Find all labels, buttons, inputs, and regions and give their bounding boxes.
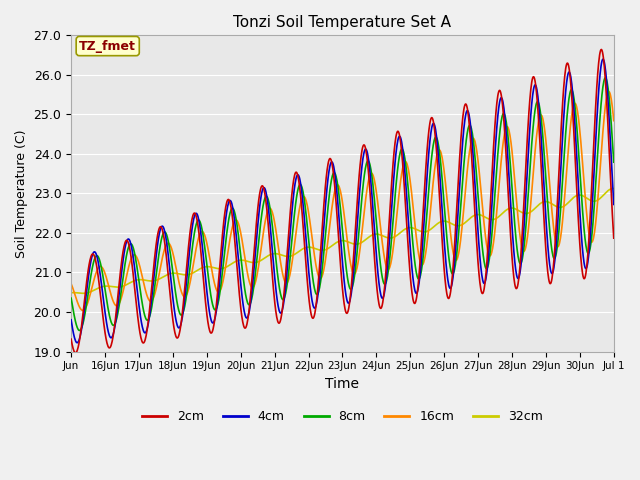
- 32cm: [67, 290, 75, 296]
- 2cm: [67, 336, 75, 342]
- Line: 32cm: 32cm: [71, 189, 614, 293]
- 16cm: [79, 308, 87, 313]
- 2cm: [598, 47, 605, 52]
- 32cm: [548, 201, 556, 207]
- 8cm: [152, 274, 160, 279]
- 8cm: [602, 75, 609, 81]
- 16cm: [67, 281, 75, 287]
- 2cm: [72, 350, 79, 356]
- 16cm: [398, 171, 406, 177]
- 16cm: [610, 118, 618, 123]
- 16cm: [548, 209, 556, 215]
- 2cm: [127, 254, 135, 260]
- X-axis label: Time: Time: [326, 377, 360, 391]
- 2cm: [548, 278, 556, 284]
- 16cm: [548, 204, 556, 209]
- 2cm: [152, 243, 160, 249]
- 4cm: [491, 151, 499, 157]
- 2cm: [610, 235, 618, 241]
- 4cm: [599, 56, 607, 62]
- 32cm: [609, 186, 617, 192]
- 4cm: [152, 254, 160, 260]
- Text: TZ_fmet: TZ_fmet: [79, 39, 136, 53]
- 4cm: [398, 139, 406, 145]
- 32cm: [152, 277, 160, 283]
- 16cm: [491, 228, 499, 233]
- Line: 4cm: 4cm: [71, 59, 614, 343]
- 4cm: [127, 242, 135, 248]
- Title: Tonzi Soil Temperature Set A: Tonzi Soil Temperature Set A: [234, 15, 451, 30]
- 2cm: [398, 149, 406, 155]
- Line: 2cm: 2cm: [71, 49, 614, 353]
- Legend: 2cm, 4cm, 8cm, 16cm, 32cm: 2cm, 4cm, 8cm, 16cm, 32cm: [137, 405, 548, 428]
- 8cm: [67, 295, 75, 301]
- 4cm: [74, 340, 81, 346]
- 8cm: [127, 241, 135, 247]
- 32cm: [127, 279, 135, 285]
- 8cm: [76, 327, 83, 333]
- 4cm: [67, 317, 75, 323]
- 32cm: [610, 186, 618, 192]
- 32cm: [548, 201, 556, 206]
- Line: 8cm: 8cm: [71, 78, 614, 330]
- Line: 16cm: 16cm: [71, 92, 614, 311]
- 8cm: [548, 245, 556, 251]
- 16cm: [605, 89, 612, 95]
- 2cm: [548, 276, 556, 281]
- 16cm: [152, 287, 160, 292]
- 32cm: [398, 229, 406, 235]
- Y-axis label: Soil Temperature (C): Soil Temperature (C): [15, 129, 28, 258]
- 8cm: [610, 159, 618, 165]
- 4cm: [548, 271, 556, 276]
- 4cm: [548, 270, 556, 276]
- 32cm: [491, 216, 499, 222]
- 4cm: [610, 202, 618, 207]
- 2cm: [491, 122, 499, 128]
- 8cm: [548, 248, 556, 254]
- 32cm: [79, 290, 87, 296]
- 8cm: [398, 146, 406, 152]
- 8cm: [491, 191, 499, 196]
- 16cm: [127, 256, 135, 262]
